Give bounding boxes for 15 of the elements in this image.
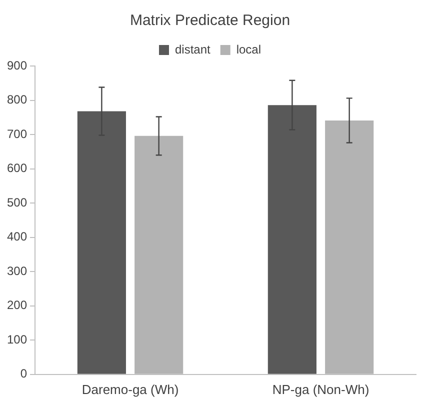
x-tick-label: NP-ga (Non-Wh) [272,382,370,397]
y-tick-label: 700 [6,126,28,141]
y-tick-label: 300 [6,264,28,278]
y-tick-label: 400 [6,230,28,244]
y-tick-label: 100 [6,332,28,346]
legend-label: local [236,42,262,56]
y-tick-label: 0 [20,366,28,381]
y-tick-label: 200 [6,298,28,312]
chart-title: Matrix Predicate Region [130,12,290,30]
legend-label: distant [174,42,212,56]
y-tick-label: 500 [6,195,28,210]
y-tick-label: 900 [6,58,28,72]
y-tick-label: 800 [6,92,28,107]
x-tick-label: Daremo-ga (Wh) [82,382,179,397]
y-tick-label: 600 [6,161,28,176]
